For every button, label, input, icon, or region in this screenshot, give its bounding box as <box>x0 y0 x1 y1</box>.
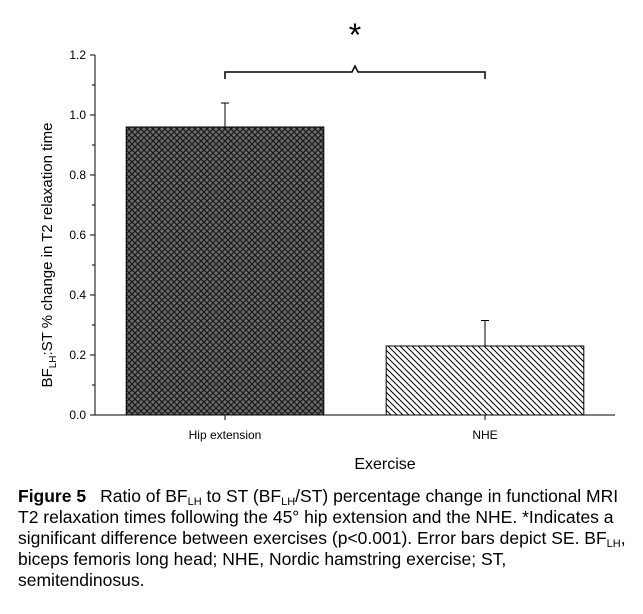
y-tick-label: 0.8 <box>69 168 86 182</box>
y-tick-label: 1.2 <box>69 48 86 62</box>
significance-bracket <box>224 64 486 79</box>
y-axis-title: BFLH:ST % change in T2 relaxation time <box>39 123 59 388</box>
figure-label: Figure 5 <box>18 486 87 506</box>
x-axis-title: Exercise <box>354 456 415 473</box>
y-tick-label: 0.2 <box>69 348 86 362</box>
bar-chart: 0.0 0.2 0.4 0.6 0.8 1.0 1.2 Hip extension NHE Exe… <box>39 17 615 473</box>
caption-text: /ST) percentage change in functional MRI… <box>18 486 619 548</box>
x-tick-label: Hip extension <box>189 428 262 442</box>
significance-marker: * <box>349 17 361 53</box>
y-tick-label: 1.0 <box>69 108 86 122</box>
caption-text: Ratio of BF <box>100 486 188 506</box>
bar <box>125 126 325 416</box>
caption-subscript: LH <box>281 496 296 508</box>
y-tick-label: 0.4 <box>69 288 86 302</box>
figure-caption: Figure 5 Ratio of BFLH to ST (BFLH/ST) pe… <box>18 486 630 591</box>
caption-subscript: LH <box>187 496 202 508</box>
y-tick-label: 0.0 <box>69 408 86 422</box>
y-tick-label: 0.6 <box>69 228 86 242</box>
caption-text: , biceps femoris long head; NHE, Nordic … <box>18 528 626 590</box>
x-tick-label: NHE <box>472 428 497 442</box>
caption-subscript: LH <box>606 538 621 550</box>
bar <box>385 345 585 416</box>
caption-text: to ST (BF <box>201 486 282 506</box>
